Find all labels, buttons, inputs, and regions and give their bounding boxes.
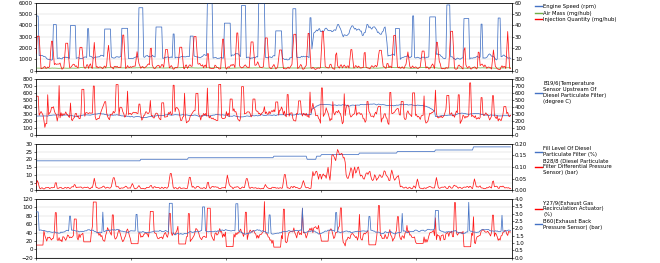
Legend: Engine Speed (rpm), Air Mass (mg/hub), Injection Quantity (mg/hub): Engine Speed (rpm), Air Mass (mg/hub), I… xyxy=(533,2,619,24)
Legend: B19/6(Temperature
Sensor Upstream Of
Diesel Particulate Filter)
(degree C): B19/6(Temperature Sensor Upstream Of Die… xyxy=(533,79,609,106)
Legend: Fill Level Of Diesel
Particulate Filter (%), B28/8 (Diesel Particulate
Filter Di: Fill Level Of Diesel Particulate Filter … xyxy=(533,144,614,177)
Legend: Y27/9(Exhaust Gas
Recirculation Actuator)
(%), B60(Exhaust Back
Pressure Sensor): Y27/9(Exhaust Gas Recirculation Actuator… xyxy=(533,199,606,232)
